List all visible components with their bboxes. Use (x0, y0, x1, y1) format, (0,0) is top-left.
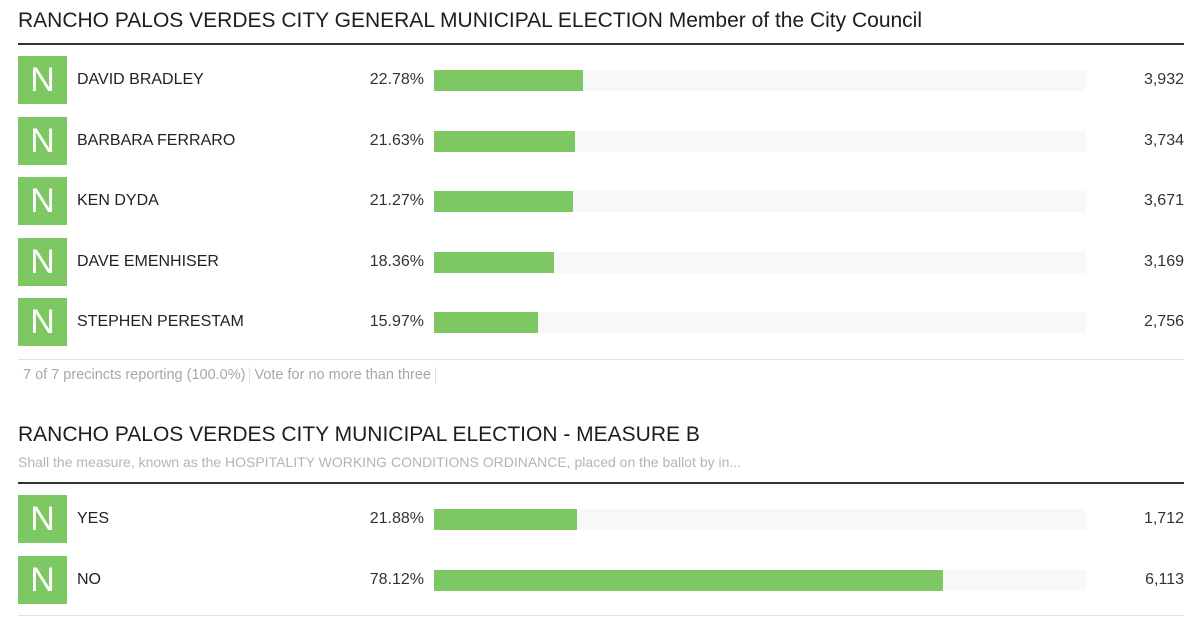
vote-bar-track (434, 130, 1086, 152)
candidate-name: BARBARA FERRARO (77, 131, 236, 149)
vote-count: 1,712 (1143, 510, 1184, 527)
vote-bar-track (434, 312, 1086, 334)
vote-percent: 22.78% (369, 71, 424, 88)
race-title: RANCHO PALOS VERDES CITY GENERAL MUNICIP… (18, 9, 923, 32)
status-badge: N (18, 177, 67, 226)
vote-count: 6,113 (1145, 570, 1184, 588)
vote-percent: 18.36% (369, 252, 424, 270)
vote-bar-fill (434, 312, 539, 334)
status-badge: N (18, 116, 67, 165)
vote-percent: 21.88% (369, 510, 424, 527)
vote-count: 3,734 (1143, 131, 1184, 149)
choice-row: N YES 21.88% 1,712 (18, 495, 1184, 543)
candidate-row: N STEPHEN PERESTAM 15.97% 2,756 (18, 298, 1184, 347)
footer-divider (18, 358, 1184, 360)
title-divider (18, 482, 1184, 484)
vote-bar-track (434, 70, 1086, 91)
choice-name: NO (77, 570, 101, 588)
vote-percent: 21.63% (369, 131, 424, 149)
vote-bar-track (434, 251, 1086, 273)
race-footer: 7 of 7 precincts reporting (100.0%) Vote … (18, 366, 1184, 384)
precincts-reporting: 7 of 7 precincts reporting (100.0%) (23, 366, 251, 383)
candidate-list: N DAVID BRADLEY 22.78% 3,932 N BARBARA F… (18, 56, 1184, 347)
choice-row: N NO 78.12% 6,113 (18, 555, 1184, 604)
measure-description: Shall the measure, known as the HOSPITAL… (18, 454, 742, 470)
candidate-row: N BARBARA FERRARO 21.63% 3,734 (18, 116, 1184, 165)
status-badge: N (18, 555, 67, 604)
vote-count: 3,671 (1143, 192, 1184, 210)
vote-percent: 15.97% (369, 313, 424, 331)
vote-bar-track (434, 191, 1086, 213)
vote-instructions: Vote for no more than three (254, 366, 436, 383)
title-divider (18, 43, 1184, 45)
status-badge: N (18, 298, 67, 347)
bottom-divider (18, 615, 1184, 617)
vote-bar-fill (434, 191, 573, 213)
council-race-section: RANCHO PALOS VERDES CITY GENERAL MUNICIP… (18, 6, 1184, 384)
choice-name: YES (77, 510, 110, 527)
vote-count: 3,932 (1143, 71, 1184, 88)
vote-bar-fill (434, 509, 577, 530)
vote-percent: 21.27% (369, 192, 424, 210)
candidate-name: KEN DYDA (77, 192, 159, 210)
vote-percent: 78.12% (369, 570, 424, 588)
candidate-row: N DAVID BRADLEY 22.78% 3,932 (18, 56, 1184, 104)
vote-count: 3,169 (1143, 252, 1184, 270)
vote-bar-track (434, 569, 1086, 591)
measure-race-section: RANCHO PALOS VERDES CITY MUNICIPAL ELECT… (18, 420, 1184, 617)
candidate-name: DAVE EMENHISER (77, 252, 219, 270)
vote-bar-fill (434, 569, 944, 591)
candidate-name: DAVID BRADLEY (77, 71, 204, 88)
vote-bar-track (434, 509, 1086, 530)
candidate-row: N KEN DYDA 21.27% 3,671 (18, 177, 1184, 226)
vote-bar-fill (434, 251, 554, 273)
status-badge: N (18, 56, 67, 104)
candidate-name: STEPHEN PERESTAM (77, 313, 244, 331)
status-badge: N (18, 495, 67, 543)
vote-count: 2,756 (1143, 313, 1184, 331)
choice-list: N YES 21.88% 1,712 N NO 78.12% 6,113 (18, 495, 1184, 604)
candidate-row: N DAVE EMENHISER 18.36% 3,169 (18, 237, 1184, 286)
vote-bar-fill (434, 70, 583, 91)
race-title: RANCHO PALOS VERDES CITY MUNICIPAL ELECT… (18, 423, 700, 446)
status-badge: N (18, 237, 67, 286)
vote-bar-fill (434, 130, 576, 152)
